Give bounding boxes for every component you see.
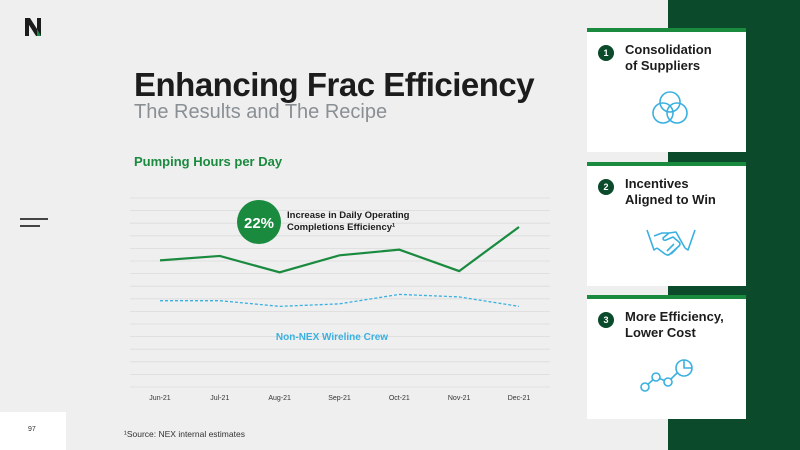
slide-subtitle: The Results and The Recipe — [134, 101, 388, 123]
x-tick-label: Oct-21 — [389, 395, 410, 402]
card-consolidation: 1 Consolidation of Suppliers — [587, 28, 746, 152]
menu-lines-icon[interactable] — [20, 218, 48, 228]
card-number: 3 — [598, 312, 614, 328]
x-tick-label: Nov-21 — [448, 395, 471, 402]
x-tick-label: Aug-21 — [268, 395, 291, 402]
handshake-icon — [646, 229, 696, 256]
page-number-box — [0, 412, 66, 450]
venn-circles-icon — [652, 91, 688, 124]
series-line-non-nex — [160, 293, 520, 308]
slide-title: Enhancing Frac Efficiency — [134, 66, 535, 103]
card-label: Consolidation of Suppliers — [625, 42, 712, 73]
card-label: More Efficiency, Lower Cost — [625, 309, 724, 340]
chart-title: Pumping Hours per Day — [134, 154, 283, 169]
callout-text-line1: Increase in Daily Operating — [287, 210, 410, 221]
callout-value: 22% — [244, 215, 274, 232]
source-footnote: ¹Source: NEX internal estimates — [124, 429, 245, 439]
card-incentives: 2 Incentives Aligned to Win — [587, 162, 746, 286]
x-tick-label: Dec-21 — [508, 395, 531, 402]
efficiency-callout: 22% Increase in Daily Operating Completi… — [237, 200, 410, 244]
series-line-nex — [159, 226, 520, 274]
callout-text-line2: Completions Efficiency¹ — [287, 222, 395, 233]
card-number: 1 — [598, 45, 614, 61]
x-tick-label: Jun-21 — [149, 395, 171, 402]
page-number: 97 — [28, 426, 36, 433]
callout-circle — [237, 200, 281, 244]
card-label: Incentives Aligned to Win — [625, 176, 716, 207]
card-efficiency: 3 More Efficiency, Lower Cost — [587, 295, 746, 419]
x-tick-label: Sep-21 — [328, 395, 351, 402]
card-number: 2 — [598, 179, 614, 195]
nex-logo-icon — [25, 18, 41, 36]
series-label-non-nex: Non-NEX Wireline Crew — [276, 332, 388, 343]
x-tick-label: Jul-21 — [210, 395, 229, 402]
chart-gridlines — [130, 197, 550, 388]
connected-nodes-chart-icon — [640, 359, 693, 392]
